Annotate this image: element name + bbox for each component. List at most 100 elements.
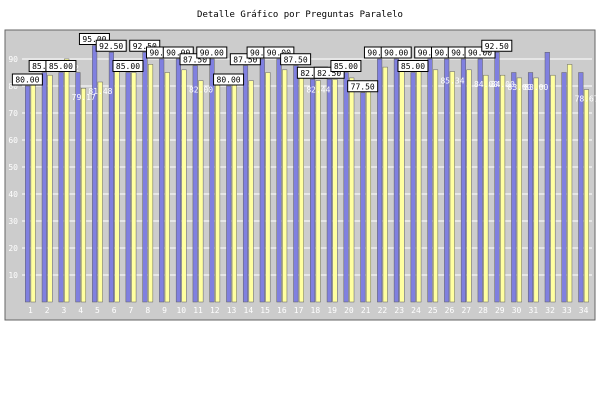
- bar-series-2: [215, 74, 221, 303]
- bar-series-1: [410, 72, 416, 303]
- data-label-box: [179, 53, 211, 66]
- x-tick-label: 2: [45, 306, 50, 315]
- bar-series-2: [332, 79, 338, 303]
- data-label: 82.44: [306, 86, 330, 95]
- bar-series-1: [125, 72, 131, 303]
- data-label: 84.00: [474, 80, 498, 89]
- data-label: 90.00: [384, 49, 408, 58]
- x-tick-label: 12: [210, 306, 220, 315]
- bar-series-2: [483, 74, 489, 303]
- data-label-box: [380, 46, 412, 59]
- x-tick-label: 20: [344, 306, 354, 315]
- data-label-box: [263, 46, 295, 59]
- data-label: 82.50: [317, 69, 341, 78]
- data-label: 90.00: [367, 49, 391, 58]
- bar-series-1: [75, 72, 81, 303]
- bar-series-2: [181, 69, 187, 303]
- data-label-box: [196, 46, 228, 59]
- bar-series-2: [248, 80, 254, 303]
- data-label: 82.50: [300, 69, 324, 78]
- data-label: 87.50: [233, 55, 257, 64]
- bar-series-1: [209, 58, 215, 303]
- data-label-flag: 85.00: [112, 60, 144, 72]
- bar-series-1: [159, 58, 165, 303]
- x-tick-label: 3: [61, 306, 66, 315]
- x-tick-label: 23: [394, 306, 404, 315]
- y-tick-label: 50: [8, 163, 18, 172]
- data-label-box: [229, 53, 261, 66]
- data-label: 90.00: [200, 49, 224, 58]
- data-label: 90.00: [468, 49, 492, 58]
- data-label-box: [129, 39, 161, 52]
- data-label: 84.00: [491, 80, 515, 89]
- data-label: 90.00: [267, 49, 291, 58]
- bar-series-2: [550, 74, 556, 303]
- bar-series-2: [315, 80, 321, 303]
- y-tick-label: 10: [8, 271, 18, 280]
- bar-series-1: [293, 65, 299, 303]
- bar-series-2: [80, 87, 87, 303]
- bar-series-1: [427, 58, 433, 303]
- bar-series-1: [343, 72, 349, 303]
- x-tick-label: 14: [244, 306, 254, 315]
- data-label: 80.00: [217, 76, 241, 85]
- data-label-flag: 90.00: [380, 46, 412, 59]
- bar-series-1: [326, 79, 332, 303]
- bar-series-2: [47, 74, 53, 303]
- data-label-flag: 77.50: [347, 80, 379, 93]
- bar-series-2: [382, 66, 388, 303]
- data-label: 85.00: [334, 62, 358, 71]
- data-label-box: [313, 66, 345, 79]
- bar-series-2: [365, 83, 372, 303]
- y-tick-label: 70: [8, 109, 18, 118]
- data-label-box: [45, 60, 77, 72]
- bar-series-1: [310, 79, 316, 303]
- bar-series-1: [242, 65, 249, 303]
- bar-series-1: [192, 65, 198, 303]
- data-label: 85.00: [401, 62, 425, 71]
- bar-series-1: [393, 58, 399, 303]
- bar-series-1: [477, 58, 483, 303]
- x-tick-label: 11: [193, 306, 203, 315]
- bar-series-2: [533, 77, 539, 303]
- data-label-flag: 92.50: [95, 39, 127, 52]
- data-label-flag: 80.00: [11, 73, 43, 86]
- bar-series-2: [114, 64, 120, 303]
- bar-series-2: [97, 81, 103, 303]
- bar-series-2: [198, 80, 204, 303]
- bar-series-1: [259, 58, 265, 303]
- x-tick-label: 31: [529, 306, 539, 315]
- x-tick-label: 26: [445, 306, 455, 315]
- data-label: 92.50: [485, 42, 509, 51]
- bar-series-1: [527, 72, 534, 303]
- data-label-flag: 90.00: [196, 46, 228, 59]
- data-label: 90.00: [451, 49, 475, 58]
- bar-series-1: [578, 72, 584, 303]
- data-label: 87.50: [183, 55, 207, 64]
- bar-series-2: [30, 80, 36, 303]
- data-label: 87.50: [284, 55, 308, 64]
- x-tick-label: 24: [411, 306, 421, 315]
- x-tick-label: 34: [579, 306, 589, 315]
- bar-series-1: [276, 58, 282, 303]
- data-label-box: [213, 73, 245, 86]
- bar-series-1: [494, 52, 500, 303]
- x-tick-label: 30: [512, 306, 522, 315]
- data-label: 79.17: [72, 93, 96, 102]
- data-label-box: [481, 39, 513, 52]
- x-tick-label: 16: [277, 306, 287, 315]
- data-label: 90.00: [418, 49, 442, 58]
- x-tick-label: 9: [162, 306, 167, 315]
- x-tick-label: 29: [495, 306, 505, 315]
- bar-series-2: [500, 74, 506, 303]
- data-label-flag: 85.00: [45, 60, 77, 72]
- data-label: 81.48: [88, 87, 112, 96]
- bars: [25, 45, 589, 303]
- x-tick-label: 5: [95, 306, 100, 315]
- data-label: 83.00: [508, 83, 532, 92]
- bar-series-1: [142, 52, 148, 303]
- bar-series-2: [164, 72, 170, 303]
- x-tick-label: 7: [129, 306, 134, 315]
- data-label-flag: 85.00: [397, 60, 429, 72]
